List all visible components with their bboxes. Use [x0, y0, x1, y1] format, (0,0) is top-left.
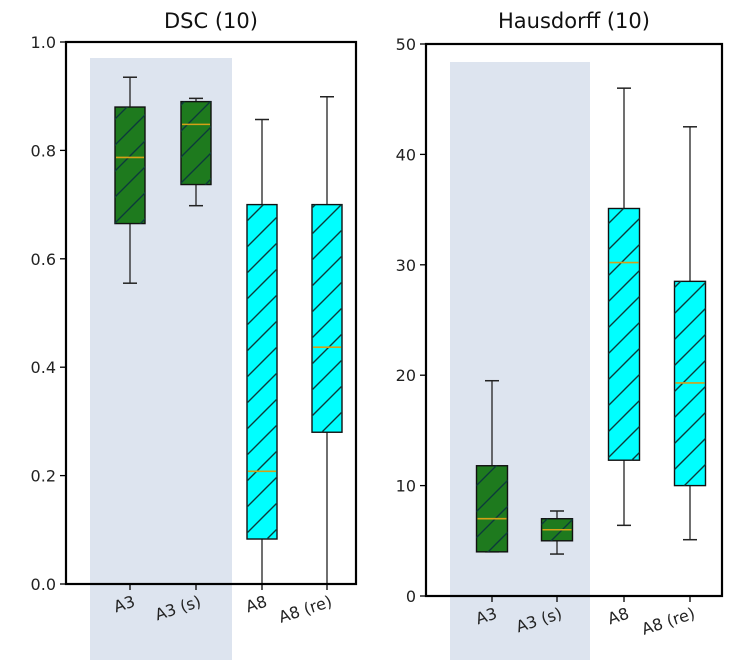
y-tick-label: 0.4: [31, 358, 56, 377]
box-a3: [114, 76, 146, 284]
x-tick-label: A8 (re): [639, 604, 697, 639]
hausdorff-title: Hausdorff (10): [498, 9, 650, 33]
box-a8-re: [673, 126, 707, 541]
x-tick-label: A8 (re): [276, 592, 334, 627]
box-hatch: [115, 107, 145, 224]
box-a3-s: [180, 97, 212, 207]
dsc-marks: [114, 76, 343, 585]
y-tick-label: 0.0: [31, 575, 56, 594]
y-tick-label: 30: [396, 256, 416, 275]
box-a8: [246, 118, 278, 585]
box-a3: [475, 379, 509, 553]
hausdorff-y-axis: 0 10 20 30 40 50: [396, 35, 426, 606]
box-a8: [607, 87, 641, 527]
y-tick-label: 0: [406, 587, 416, 606]
hausdorff-marks: [475, 87, 707, 555]
y-tick-label: 0.8: [31, 141, 56, 160]
box-hatch: [312, 204, 342, 433]
dsc-title: DSC (10): [164, 9, 258, 33]
x-tick-label: A8: [243, 592, 269, 617]
y-tick-label: 0.2: [31, 467, 56, 486]
box-hatch: [476, 465, 508, 552]
box-a3-s: [540, 510, 574, 555]
box-a8-re: [311, 95, 343, 585]
box-hatch: [608, 208, 640, 461]
hausdorff-axes-frame: [424, 42, 724, 598]
dsc-axes-frame: [64, 40, 358, 586]
hausdorff-highlight-band: [450, 62, 590, 660]
y-tick-label: 10: [396, 477, 416, 496]
y-tick-label: 50: [396, 35, 416, 54]
dsc-y-axis: 0.0 0.2 0.4 0.6 0.8 1.0: [31, 33, 66, 594]
y-tick-label: 0.6: [31, 250, 56, 269]
y-tick-label: 20: [396, 366, 416, 385]
y-tick-label: 40: [396, 145, 416, 164]
box-hatch: [247, 204, 277, 540]
x-tick-label: A8: [605, 604, 631, 629]
y-tick-label: 1.0: [31, 33, 56, 52]
dsc-panel: DSC (10) 0.00.20.40.60.81.0 A3 A3 (s) A8 A8…: [31, 9, 358, 660]
box-hatch: [181, 101, 211, 185]
